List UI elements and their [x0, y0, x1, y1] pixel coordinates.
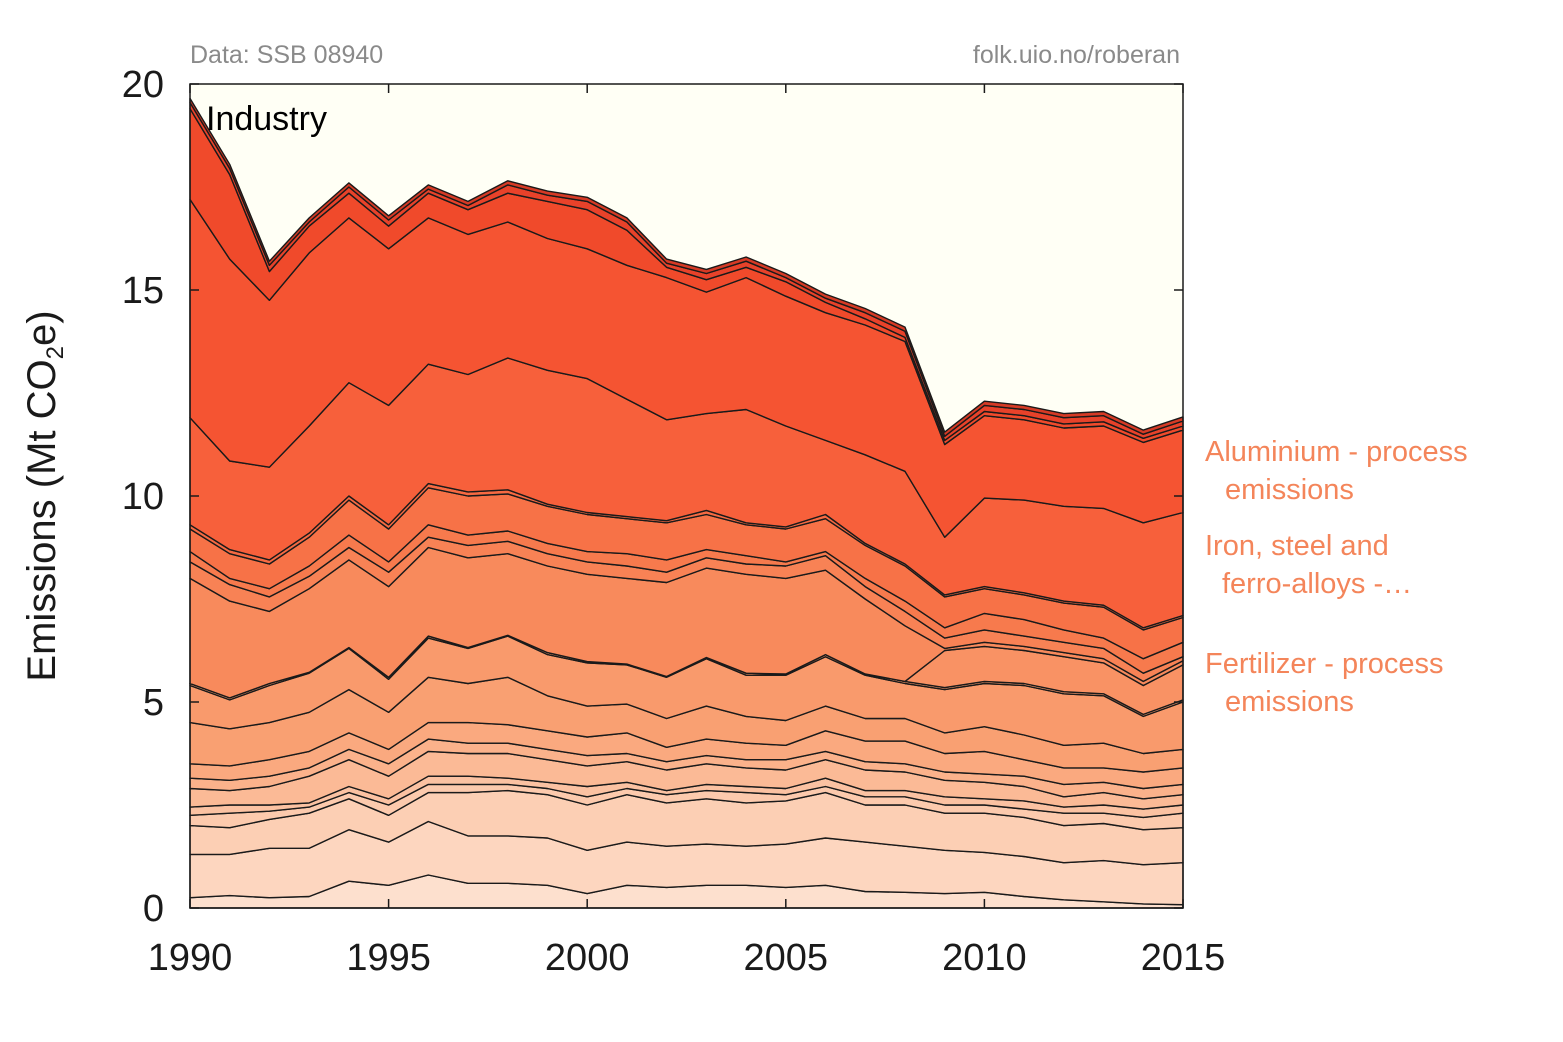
area-layers: [189, 97, 1184, 909]
y-tick-label-5: 5: [143, 682, 164, 724]
y-axis-label-suffix: e): [20, 310, 64, 346]
chart-title: Industry: [206, 100, 327, 138]
legend-aluminium-line2: emissions: [1225, 474, 1354, 506]
legend-fertilizer-line2: emissions: [1225, 686, 1354, 718]
y-axis-label-subscript: 2: [42, 346, 69, 359]
x-tick-label-2005: 2005: [744, 937, 829, 979]
y-axis-label-prefix: Emissions (Mt CO: [20, 359, 64, 681]
source-left-label: Data: SSB 08940: [190, 41, 383, 69]
y-tick-label-20: 20: [122, 64, 164, 106]
x-tick-label-2010: 2010: [942, 937, 1027, 979]
y-axis-label: Emissions (Mt CO2e): [20, 310, 69, 681]
y-tick-label-15: 15: [122, 270, 164, 312]
tick-labels: 1990 1995 2000 2005 2010 2015 0 5 10 15 20: [122, 64, 1226, 979]
legend-fertilizer-line1: Fertilizer - process: [1205, 648, 1444, 680]
legend-aluminium-line1: Aluminium - process: [1205, 436, 1468, 468]
legend-iron-steel-line2: ferro-alloys -…: [1222, 568, 1412, 600]
y-tick-label-10: 10: [122, 476, 164, 518]
x-tick-label-2015: 2015: [1141, 937, 1226, 979]
source-right-label: folk.uio.no/roberan: [973, 41, 1180, 69]
legend: Aluminium - process emissions Iron, stee…: [1205, 436, 1468, 718]
axes: [189, 83, 1184, 909]
x-tick-label-2000: 2000: [545, 937, 630, 979]
x-tick-label-1990: 1990: [148, 937, 233, 979]
legend-iron-steel-line1: Iron, steel and: [1205, 530, 1389, 562]
x-tick-label-1995: 1995: [346, 937, 431, 979]
y-tick-label-0: 0: [143, 888, 164, 930]
